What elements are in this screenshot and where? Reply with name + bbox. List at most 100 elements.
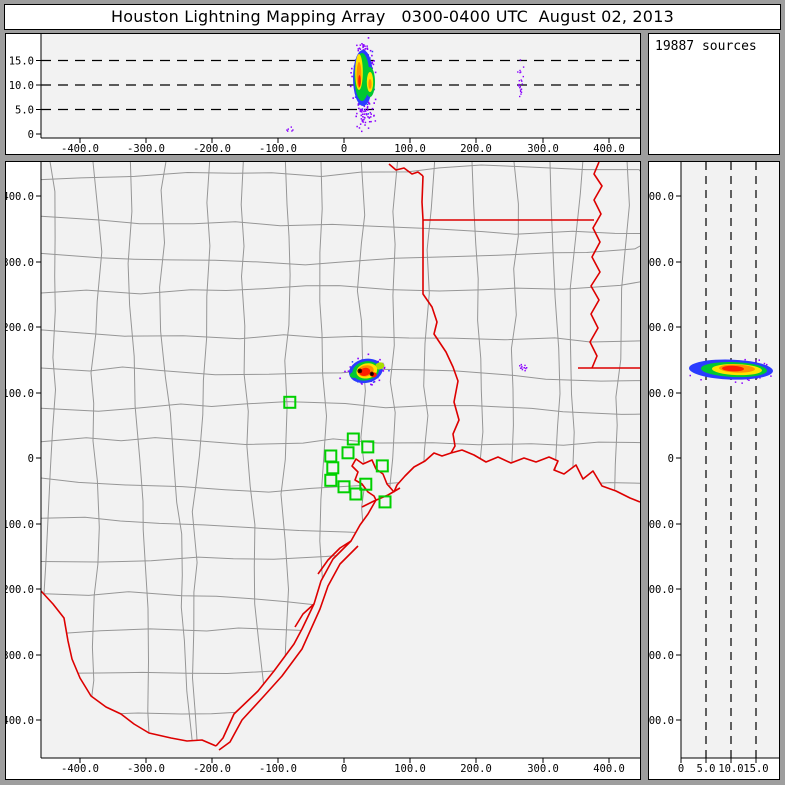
- tick-label: -300.0: [6, 650, 34, 662]
- tick-label: -200.0: [193, 143, 231, 154]
- tick-label: 300.0: [527, 763, 559, 775]
- tick-label: -400.0: [61, 763, 99, 775]
- coastal-bays: [294, 540, 352, 628]
- tick-label: 0: [341, 763, 347, 775]
- tick-label: 0: [678, 763, 684, 775]
- axis-ticks: 0 5.010.015.0 400.0 300.0 200.0 100.0 0 -100.0 -…: [649, 191, 769, 775]
- state-borders: [40, 162, 640, 751]
- tick-label: 10.0: [718, 763, 743, 775]
- county-line: [41, 437, 640, 446]
- lightning-density-ns: [689, 358, 773, 384]
- station-marker: [337, 480, 351, 494]
- county-line: [41, 215, 640, 235]
- tick-label: 300.0: [649, 257, 674, 269]
- station-marker: [346, 432, 360, 446]
- tick-label: 10.0: [9, 80, 34, 92]
- plan-view-plot[interactable]: -400.0 -300.0 -200.0 -100.0 0 100.0 200.0 300.0…: [6, 162, 640, 779]
- altitude-ew-plot[interactable]: -400.0 -300.0 -200.0 -100.0 0 100.0 200.0 300.0…: [6, 34, 640, 154]
- galveston-island: [361, 487, 401, 508]
- county-line: [191, 162, 211, 746]
- altitude-ew-panel[interactable]: -400.0 -300.0 -200.0 -100.0 0 100.0 200.0 300.0…: [5, 33, 641, 155]
- plot-area: [41, 34, 640, 138]
- county-line: [41, 162, 57, 746]
- tick-label: 200.0: [460, 763, 492, 775]
- tick-label: 5.0: [697, 763, 716, 775]
- altitude-ns-panel[interactable]: 0 5.010.015.0 400.0 300.0 200.0 100.0 0 -100.0 -…: [648, 161, 780, 780]
- tick-label: 400.0: [649, 191, 674, 203]
- red-river-border: [388, 163, 424, 177]
- tx-la-border: [422, 220, 460, 454]
- tick-label: 0: [28, 129, 34, 141]
- axis-ticks: -400.0 -300.0 -200.0 -100.0 0 100.0 200.0 300.0…: [6, 191, 625, 775]
- tick-label: 200.0: [649, 322, 674, 334]
- tick-label: -100.0: [649, 519, 674, 531]
- county-line: [41, 164, 640, 181]
- station-marker: [324, 473, 338, 487]
- tick-label: 300.0: [6, 257, 34, 269]
- tick-label: 100.0: [649, 388, 674, 400]
- station-marker: [283, 395, 297, 409]
- county-line: [88, 162, 103, 746]
- tick-label: 200.0: [460, 143, 492, 154]
- tick-label: 300.0: [527, 143, 559, 154]
- tick-label: 100.0: [394, 143, 426, 154]
- tick-label: -100.0: [259, 763, 297, 775]
- altitude-ns-plot[interactable]: 0 5.010.015.0 400.0 300.0 200.0 100.0 0 -100.0 -…: [649, 162, 779, 779]
- county-line: [41, 401, 640, 415]
- tick-label: 15.0: [743, 763, 768, 775]
- station-marker: [359, 477, 373, 491]
- county-line: [41, 281, 640, 295]
- south-tx-coast: [215, 499, 377, 747]
- altitude-gridlines: [41, 59, 640, 111]
- tx-ar-border: [421, 175, 424, 221]
- tick-label: -400.0: [6, 715, 34, 727]
- mississippi-river-border: [589, 162, 603, 369]
- tick-label: 5.0: [15, 105, 34, 117]
- tick-label: 400.0: [6, 191, 34, 203]
- station-marker: [326, 461, 340, 475]
- plan-view-panel[interactable]: -400.0 -300.0 -200.0 -100.0 0 100.0 200.0 300.0…: [5, 161, 641, 780]
- tick-label: 0: [668, 453, 674, 465]
- tick-label: -200.0: [193, 763, 231, 775]
- tick-label: -100.0: [259, 143, 297, 154]
- tick-label: 100.0: [6, 388, 34, 400]
- la-coast: [450, 449, 640, 503]
- county-line: [41, 329, 640, 343]
- altitude-gridlines: [705, 162, 757, 758]
- tick-label: -400.0: [61, 143, 99, 154]
- lightning-density-ew: [286, 37, 525, 133]
- tick-label: 0: [341, 143, 347, 154]
- station-marker: [375, 459, 389, 473]
- county-line: [127, 162, 151, 746]
- tick-label: 0: [28, 453, 34, 465]
- tick-label: 100.0: [394, 763, 426, 775]
- station-marker: [341, 446, 355, 460]
- source-count-label: 19887 sources: [655, 39, 757, 54]
- tick-label: -300.0: [127, 143, 165, 154]
- rio-grande-border: [40, 590, 217, 747]
- county-line: [41, 366, 640, 382]
- barrier-islands: [218, 545, 359, 751]
- station-marker: [378, 495, 392, 509]
- tick-label: -300.0: [649, 650, 674, 662]
- tick-label: -100.0: [6, 519, 34, 531]
- tick-label: 400.0: [593, 143, 625, 154]
- plot-area: [41, 162, 640, 758]
- plot-area: [681, 162, 779, 758]
- tick-label: -300.0: [127, 763, 165, 775]
- county-line: [159, 162, 195, 746]
- tick-label: 15.0: [9, 56, 34, 68]
- lma-station-markers: [283, 395, 392, 509]
- tick-label: -400.0: [649, 715, 674, 727]
- source-count-box: 19887 sources: [648, 33, 780, 155]
- lightning-density-plan: [339, 353, 528, 386]
- county-line: [41, 244, 640, 266]
- station-marker: [349, 487, 363, 501]
- upper-tx-coast: [393, 452, 452, 493]
- tick-label: 400.0: [593, 763, 625, 775]
- title-bar: Houston Lightning Mapping Array 0300-040…: [4, 4, 781, 30]
- tick-label: -200.0: [6, 584, 34, 596]
- tick-label: -200.0: [649, 584, 674, 596]
- station-marker: [361, 440, 375, 454]
